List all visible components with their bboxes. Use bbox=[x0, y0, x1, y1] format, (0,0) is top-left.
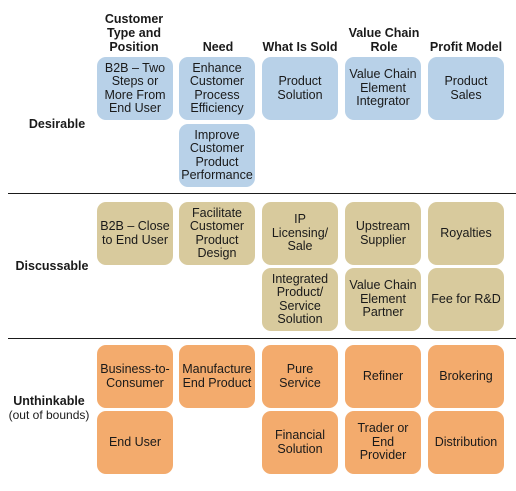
cell-desirable-value-chain-role: Value Chain Element Integrator bbox=[345, 57, 421, 120]
row-label-desirable: Desirable bbox=[28, 117, 86, 131]
cell-unthinkable-profit-model-2: Distribution bbox=[428, 411, 504, 474]
cell-unthinkable-customer-type-1: Business-to-Consumer bbox=[97, 345, 173, 408]
column-header-profit-model: Profit Model bbox=[429, 40, 503, 54]
cell-desirable-need-2: Improve Customer Product Performance bbox=[179, 124, 255, 187]
cell-desirable-customer-type: B2B – Two Steps or More From End User bbox=[97, 57, 173, 120]
column-header-value-chain-role: Value Chain Role bbox=[348, 26, 420, 54]
column-header-what-is-sold: What Is Sold bbox=[262, 40, 338, 54]
cell-discussable-customer-type: B2B – Close to End User bbox=[97, 202, 173, 265]
cell-discussable-value-chain-role-2: Value Chain Element Partner bbox=[345, 268, 421, 331]
cell-unthinkable-what-is-sold-1: Pure Service bbox=[262, 345, 338, 408]
cell-discussable-need: Facilitate Customer Product Design bbox=[179, 202, 255, 265]
cell-desirable-profit-model: Product Sales bbox=[428, 57, 504, 120]
cell-unthinkable-what-is-sold-2: Financial Solution bbox=[262, 411, 338, 474]
cell-discussable-value-chain-role-1: Upstream Supplier bbox=[345, 202, 421, 265]
divider-discussable-unthinkable bbox=[8, 338, 516, 339]
cell-discussable-profit-model-1: Royalties bbox=[428, 202, 504, 265]
cell-discussable-what-is-sold-1: IP Licensing/ Sale bbox=[262, 202, 338, 265]
cell-unthinkable-need: Manufacture End Product bbox=[179, 345, 255, 408]
cell-unthinkable-profit-model-1: Brokering bbox=[428, 345, 504, 408]
column-header-need: Need bbox=[202, 40, 234, 54]
cell-discussable-profit-model-2: Fee for R&D bbox=[428, 268, 504, 331]
cell-desirable-need-1: Enhance Customer Process Efficiency bbox=[179, 57, 255, 120]
row-sublabel-unthinkable: (out of bounds) bbox=[8, 408, 90, 422]
row-label-unthinkable: Unthinkable (out of bounds) bbox=[2, 394, 96, 422]
cell-discussable-what-is-sold-2: Integrated Product/ Service Solution bbox=[262, 268, 338, 331]
cell-desirable-what-is-sold: Product Solution bbox=[262, 57, 338, 120]
cell-unthinkable-value-chain-role-1: Refiner bbox=[345, 345, 421, 408]
row-label-discussable: Discussable bbox=[15, 259, 89, 273]
column-header-customer-type: Customer Type and Position bbox=[104, 12, 164, 54]
cell-unthinkable-value-chain-role-2: Trader or End Provider bbox=[345, 411, 421, 474]
cell-unthinkable-customer-type-2: End User bbox=[97, 411, 173, 474]
divider-desirable-discussable bbox=[8, 193, 516, 194]
